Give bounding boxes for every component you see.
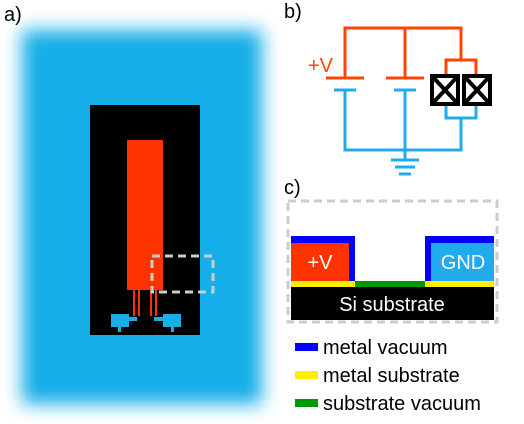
- electrode: [127, 140, 163, 290]
- legend-label: substrate vacuum: [323, 393, 481, 415]
- panel-label: c): [284, 177, 301, 199]
- metal-substrate: [425, 281, 494, 287]
- legend-label: metal substrate: [323, 365, 460, 387]
- legend-swatch: [295, 343, 318, 351]
- legend: metal vacuum metal substrate substrate vac…: [295, 337, 481, 415]
- legend-swatch: [295, 371, 318, 379]
- metal-substrate: [291, 281, 355, 287]
- electrode-label: +V: [307, 252, 333, 274]
- devices: [432, 76, 490, 104]
- electrode-label: GND: [441, 252, 485, 274]
- substrate-label: Si substrate: [339, 294, 445, 316]
- circuit-positive: [326, 28, 476, 78]
- figure: a) b) +V c) Si substrate +V GND: [0, 0, 524, 424]
- legend-swatch: [295, 399, 318, 407]
- supply-label: +V: [308, 55, 334, 77]
- panel-label: b): [284, 1, 302, 23]
- legend-label: metal vacuum: [323, 337, 448, 359]
- substrate-vacuum: [355, 281, 425, 287]
- panel-label: a): [4, 4, 22, 26]
